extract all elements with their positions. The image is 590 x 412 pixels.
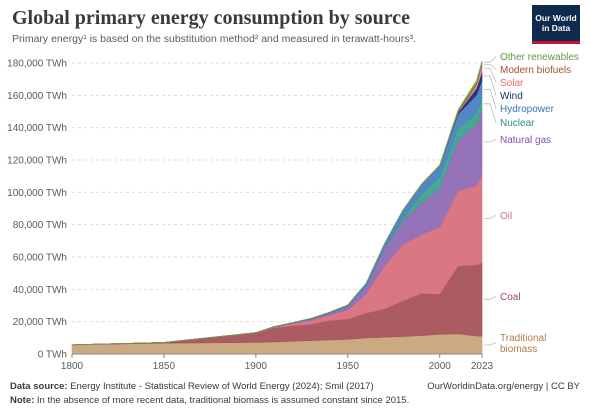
- y-tick-label: 120,000 TWh: [7, 156, 67, 167]
- legend-label-coal[interactable]: Coal: [500, 292, 521, 303]
- legend-leader-line: [484, 139, 497, 143]
- grid-layer: [72, 62, 482, 355]
- legend-label-oil[interactable]: Oil: [500, 211, 512, 222]
- legend-label-other-renewables[interactable]: Other renewables: [500, 52, 579, 63]
- logo-line-1: Our World: [535, 13, 577, 23]
- x-tick-label: 1950: [337, 361, 360, 372]
- axis-layer: 0 TWh 20,000 TWh 40,000 TWh 60,000 TWh 80,00…: [7, 59, 493, 373]
- y-tick-label: 20,000 TWh: [13, 317, 67, 328]
- note-label: Note:: [10, 395, 35, 406]
- legend-leader-line: [484, 64, 497, 70]
- legend-label-modern-biofuels[interactable]: Modern biofuels: [500, 65, 571, 76]
- logo-line-2: in Data: [541, 23, 571, 33]
- legend-label-wind[interactable]: Wind: [500, 91, 523, 102]
- y-tick-label: 80,000 TWh: [13, 220, 67, 231]
- legend-leader-line: [484, 68, 497, 83]
- legend-label-solar[interactable]: Solar: [500, 78, 524, 89]
- legend-label-nuclear[interactable]: Nuclear: [500, 118, 535, 129]
- x-tick-label: 1850: [153, 361, 176, 372]
- x-tick-label: 2000: [429, 361, 452, 372]
- chart-subtitle: Primary energy¹ is based on the substitu…: [12, 33, 416, 45]
- area-other-renewables[interactable]: [71, 60, 483, 346]
- chart-title: Global primary energy consumption by sou…: [12, 7, 410, 29]
- credit-link[interactable]: OurWorldinData.org/energy | CC BY: [427, 381, 580, 392]
- legend-leader-line: [484, 56, 497, 63]
- legend-leader-line: [484, 75, 497, 96]
- legend-leader-line: [484, 296, 497, 300]
- data-source-label: Data source:: [10, 381, 68, 392]
- legend-leader-line: [484, 88, 497, 109]
- y-tick-label: 160,000 TWh: [7, 91, 67, 102]
- y-tick-label: 0 TWh: [38, 350, 67, 361]
- legend-label-natural-gas[interactable]: Natural gas: [500, 135, 551, 146]
- x-tick-label: 2023: [471, 361, 494, 372]
- y-tick-label: 100,000 TWh: [7, 188, 67, 199]
- note-text: In the absence of more recent data, trad…: [36, 395, 410, 406]
- x-tick-label: 1900: [245, 361, 268, 372]
- x-tick-label: 1800: [61, 361, 84, 372]
- legend-label-hydropower[interactable]: Hydropower: [500, 104, 555, 115]
- y-tick-label: 140,000 TWh: [7, 123, 67, 134]
- data-source-text: Energy Institute - Statistical Review of…: [70, 381, 374, 392]
- y-tick-label: 180,000 TWh: [7, 59, 67, 70]
- legend-leader-line: [484, 103, 497, 123]
- data-source-line: Data source: Energy Institute - Statisti…: [10, 381, 374, 392]
- y-tick-label: 40,000 TWh: [13, 285, 67, 296]
- owid-logo[interactable]: Our World in Data: [532, 5, 580, 44]
- y-tick-label: 60,000 TWh: [13, 253, 67, 264]
- legend-leader-line: [484, 215, 497, 219]
- area-layer: [71, 60, 483, 355]
- legend-labels: Traditional biomass Coal Oil Natural gas Nucl…: [484, 52, 579, 355]
- legend-label-traditional-biomass[interactable]: Traditional biomass: [500, 333, 546, 355]
- legend-leader-line: [484, 342, 497, 346]
- note-line: Note: In the absence of more recent data…: [10, 395, 409, 406]
